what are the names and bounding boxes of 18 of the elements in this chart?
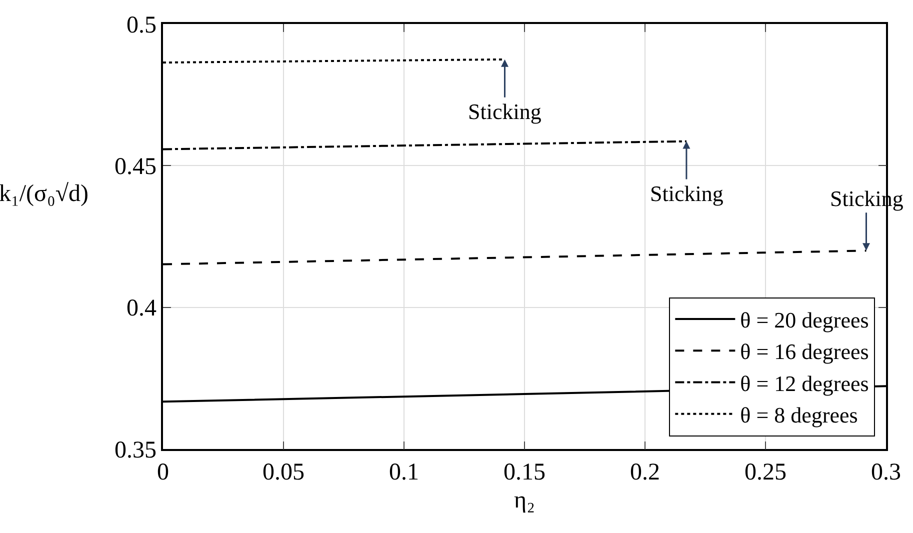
x-tick-label: 0.2 xyxy=(630,460,660,486)
x-tick-label: 0.15 xyxy=(504,460,546,486)
annotation: Sticking xyxy=(650,181,724,206)
x-tick-label: 0 xyxy=(157,460,169,486)
legend-label: θ = 20 degrees xyxy=(740,308,869,333)
x-tick-label: 0.3 xyxy=(871,460,901,486)
y-tick-label: 0.5 xyxy=(126,12,156,38)
y-tick-label: 0.35 xyxy=(114,437,156,464)
x-tick-label: 0.05 xyxy=(262,460,304,486)
x-tick-label: 0.1 xyxy=(389,460,419,486)
legend-label: θ = 8 degrees xyxy=(740,402,858,428)
y-tick-label: 0.4 xyxy=(126,296,156,322)
legend-label: θ = 12 degrees xyxy=(740,370,869,396)
y-tick-label: 0.45 xyxy=(114,154,156,180)
annotation: Sticking xyxy=(468,99,542,124)
legend-label: θ = 16 degrees xyxy=(740,339,869,364)
x-tick-label: 0.25 xyxy=(744,460,786,486)
x-axis-title: η₂ xyxy=(514,487,535,514)
